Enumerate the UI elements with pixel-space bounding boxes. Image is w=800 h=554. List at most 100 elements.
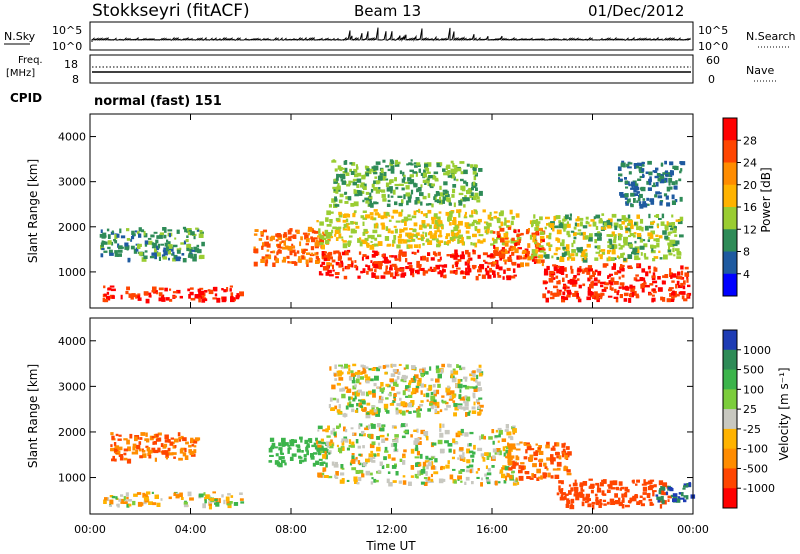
heatmap-cell <box>375 412 380 417</box>
heatmap-cell <box>576 247 582 251</box>
heatmap-cell <box>624 193 629 198</box>
heatmap-cell <box>372 250 375 253</box>
heatmap-cell <box>333 188 336 192</box>
heatmap-cell <box>473 401 476 406</box>
heatmap-cell <box>351 262 354 268</box>
heatmap-cell <box>466 465 470 469</box>
heatmap-cell <box>455 225 459 229</box>
heatmap-cell <box>102 297 106 303</box>
heatmap-cell <box>147 449 153 454</box>
heatmap-cell <box>426 162 432 167</box>
heatmap-cell <box>124 499 128 503</box>
heatmap-cell <box>371 254 376 258</box>
heatmap-cell <box>658 218 662 220</box>
heatmap-cell <box>380 189 386 193</box>
heatmap-cell <box>173 438 179 443</box>
heatmap-cell <box>296 448 301 453</box>
heatmap-cell <box>674 248 680 251</box>
heatmap-cell <box>461 251 465 256</box>
heatmap-cell <box>484 267 488 272</box>
heatmap-cell <box>520 465 525 471</box>
heatmap-cell <box>566 469 571 473</box>
heatmap-cell <box>470 377 476 381</box>
heatmap-cell <box>470 164 474 169</box>
heatmap-cell <box>556 442 560 447</box>
heatmap-cell <box>373 172 378 175</box>
heatmap-cell <box>561 443 566 448</box>
heatmap-cell <box>436 162 442 168</box>
heatmap-cell <box>126 496 129 500</box>
heatmap-cell <box>198 289 202 294</box>
heatmap-cell <box>454 253 459 256</box>
heatmap-cell <box>448 448 452 453</box>
heatmap-cell <box>278 462 283 468</box>
heatmap-cell <box>167 447 171 452</box>
heatmap-cell <box>421 220 426 224</box>
heatmap-cell <box>317 259 321 264</box>
heatmap-cell <box>548 235 552 240</box>
heatmap-cell <box>386 463 390 468</box>
heatmap-cell <box>665 170 669 174</box>
heatmap-cell <box>674 293 680 297</box>
heatmap-cell <box>543 472 548 478</box>
heatmap-cell <box>566 251 570 256</box>
heatmap-cell <box>460 254 465 260</box>
heatmap-cell <box>558 455 562 460</box>
heatmap-cell <box>322 231 325 235</box>
heatmap-cell <box>581 501 585 507</box>
heatmap-cell <box>627 223 631 227</box>
heatmap-cell <box>345 218 349 223</box>
heatmap-cell <box>508 256 512 261</box>
heatmap-cell <box>453 449 456 454</box>
heatmap-cell <box>454 271 458 275</box>
heatmap-cell <box>558 480 562 484</box>
heatmap-cell <box>511 261 517 266</box>
heatmap-cell <box>600 292 604 296</box>
power-ytick-label: 2000 <box>58 221 86 234</box>
heatmap-cell <box>487 274 492 279</box>
heatmap-cell <box>676 275 679 279</box>
heatmap-cell <box>629 265 632 268</box>
heatmap-cell <box>225 496 230 502</box>
heatmap-cell <box>621 264 625 268</box>
heatmap-cell <box>627 214 631 219</box>
heatmap-cell <box>392 369 397 373</box>
heatmap-cell <box>451 254 457 257</box>
heatmap-cell <box>138 441 142 445</box>
heatmap-cell <box>412 387 416 393</box>
heatmap-cell <box>361 473 365 478</box>
heatmap-cell <box>174 237 177 240</box>
heatmap-cell <box>119 228 122 234</box>
heatmap-cell <box>385 182 390 187</box>
heatmap-cell <box>492 455 496 460</box>
heatmap-cell <box>657 195 663 199</box>
heatmap-cell <box>351 408 355 413</box>
heatmap-cell <box>598 270 602 274</box>
heatmap-cell <box>184 455 189 460</box>
heatmap-cell <box>205 494 210 499</box>
heatmap-cell <box>603 222 607 227</box>
heatmap-cell <box>340 464 344 469</box>
heatmap-cell <box>408 382 412 385</box>
heatmap-cell <box>360 184 365 188</box>
heatmap-cell <box>640 503 645 507</box>
heatmap-cell <box>178 457 183 461</box>
heatmap-cell <box>574 290 579 294</box>
heatmap-cell <box>390 443 394 448</box>
heatmap-cell <box>264 241 269 247</box>
heatmap-cell <box>373 261 378 264</box>
heatmap-cell <box>661 486 666 491</box>
heatmap-cell <box>327 425 330 430</box>
heatmap-cell <box>549 271 555 274</box>
velocity-colorbar-swatch <box>723 330 737 351</box>
heatmap-cell <box>535 450 540 453</box>
heatmap-cell <box>639 193 643 198</box>
heatmap-cell <box>434 230 438 235</box>
heatmap-cell <box>320 450 324 453</box>
heatmap-cell <box>374 269 377 273</box>
heatmap-cell <box>451 194 455 198</box>
heatmap-cell <box>230 296 234 301</box>
heatmap-cell <box>623 241 628 246</box>
heatmap-cell <box>138 233 142 238</box>
heatmap-cell <box>331 384 336 390</box>
